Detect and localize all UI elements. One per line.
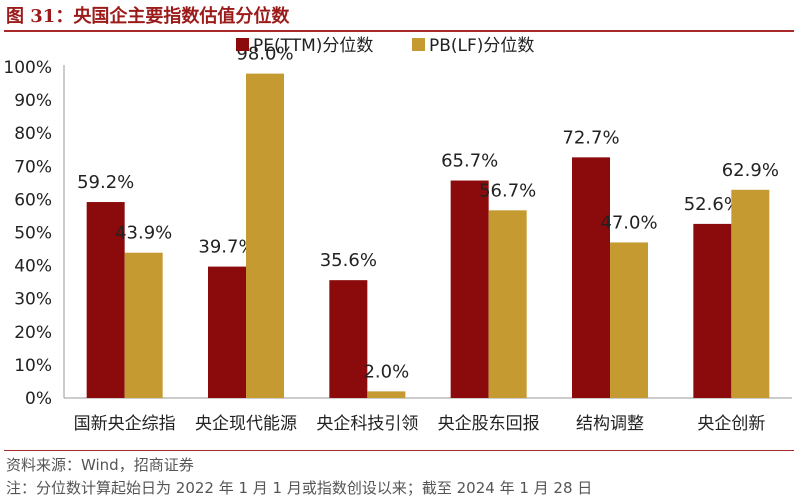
pe-bar bbox=[329, 280, 368, 398]
x-category-label: 央企科技引领 bbox=[316, 414, 418, 434]
pe-bar bbox=[208, 266, 246, 398]
x-category-label: 国新央企综指 bbox=[74, 414, 176, 434]
pe-data-label: 72.7% bbox=[562, 127, 619, 148]
pb-bar bbox=[246, 73, 284, 399]
y-tick-label: 0% bbox=[25, 389, 52, 409]
y-tick-label: 80% bbox=[14, 124, 52, 144]
pb-bar bbox=[610, 242, 648, 398]
pe-bar bbox=[693, 223, 732, 398]
source-note: 资料来源：Wind，招商证券 bbox=[6, 456, 194, 474]
x-category-label: 央企现代能源 bbox=[195, 414, 297, 434]
pe-data-label: 35.6% bbox=[320, 250, 377, 271]
y-tick-label: 30% bbox=[14, 290, 52, 310]
y-tick-label: 70% bbox=[14, 157, 52, 177]
legend-swatch-pb bbox=[412, 38, 425, 51]
legend-label-pe: PE(TTM)分位数 bbox=[253, 36, 373, 56]
legend-swatch-pe bbox=[236, 38, 249, 51]
pe-bar bbox=[86, 202, 125, 398]
pb-data-label: 47.0% bbox=[600, 212, 657, 233]
pe-data-label: 39.7% bbox=[198, 237, 255, 258]
pe-bar bbox=[572, 157, 610, 398]
pe-data-label: 59.2% bbox=[77, 172, 134, 193]
y-tick-label: 90% bbox=[14, 91, 52, 111]
pe-bar bbox=[450, 180, 489, 398]
y-tick-label: 60% bbox=[14, 190, 52, 210]
pb-data-label: 2.0% bbox=[363, 361, 409, 382]
y-tick-label: 40% bbox=[14, 257, 52, 277]
y-tick-label: 20% bbox=[14, 323, 52, 343]
pe-data-label: 52.6% bbox=[684, 194, 741, 215]
pb-data-label: 98.0% bbox=[236, 44, 293, 65]
x-category-label: 结构调整 bbox=[576, 414, 644, 434]
pe-data-label: 65.7% bbox=[441, 151, 498, 172]
pb-bar bbox=[367, 391, 406, 398]
x-category-label: 央企创新 bbox=[697, 414, 765, 434]
legend-label-pb: PB(LF)分位数 bbox=[429, 36, 534, 56]
calculation-note: 注：分位数计算起始日为 2022 年 1 月 1 月或指数创设以来；截至 202… bbox=[6, 479, 593, 497]
y-tick-label: 50% bbox=[14, 224, 52, 244]
pb-bar bbox=[488, 210, 527, 398]
pb-data-label: 62.9% bbox=[722, 160, 779, 181]
bar-chart: 0% 10% 20% 30% 40% 50% 60% 70% 80% 90% 100% 59.2% 43… bbox=[3, 36, 792, 434]
figure-title: 图 31：央国企主要指数估值分位数 bbox=[6, 6, 290, 27]
x-category-label: 央企股东回报 bbox=[438, 414, 540, 434]
pb-bar bbox=[124, 252, 163, 398]
title-rule bbox=[4, 30, 794, 32]
y-tick-label: 100% bbox=[3, 58, 52, 78]
pb-data-label: 43.9% bbox=[115, 223, 172, 244]
pb-data-label: 56.7% bbox=[479, 180, 536, 201]
y-tick-label: 10% bbox=[14, 356, 52, 376]
footer-rule bbox=[4, 450, 794, 451]
pb-bar bbox=[731, 189, 770, 398]
